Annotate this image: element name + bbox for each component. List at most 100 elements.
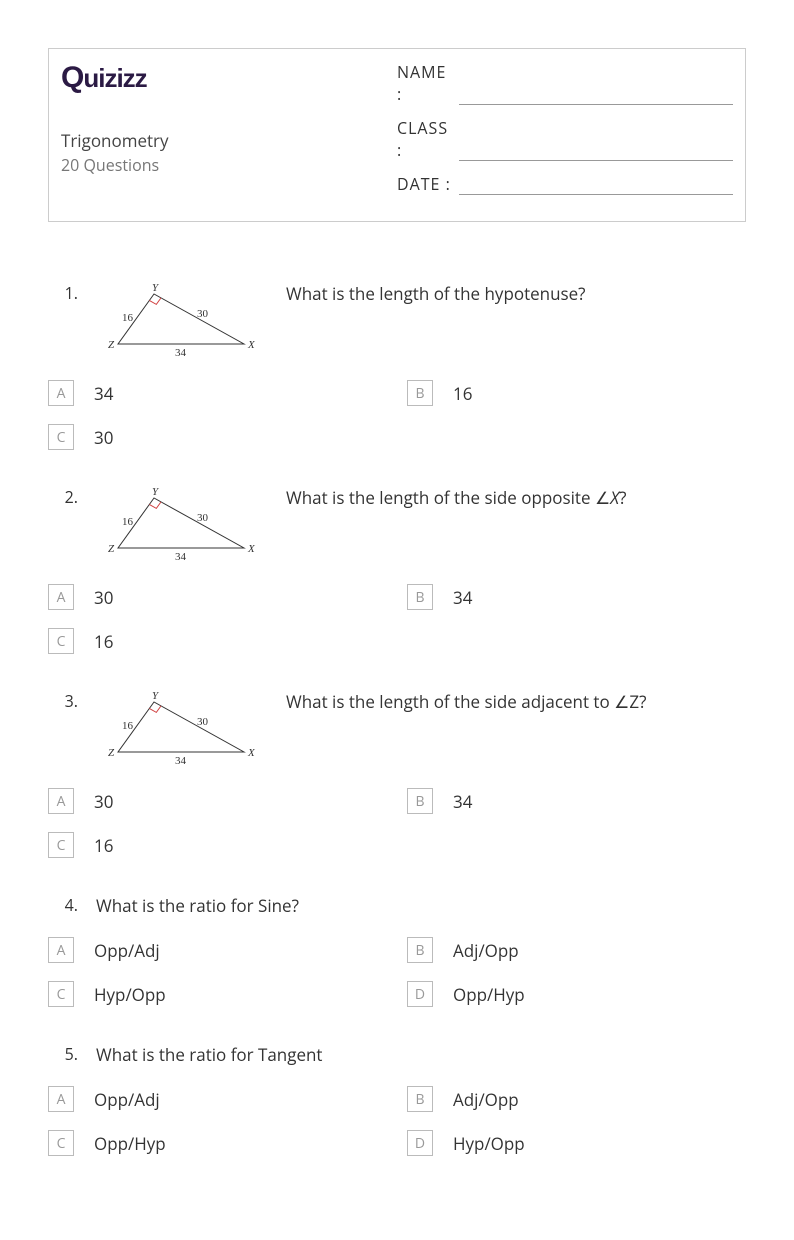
- answer-option[interactable]: B Adj/Opp: [407, 937, 746, 963]
- answer-option[interactable]: A 34: [48, 380, 387, 406]
- answer-letter: B: [407, 584, 433, 610]
- answer-option[interactable]: C Opp/Hyp: [48, 1130, 387, 1156]
- answer-option[interactable]: C 16: [48, 832, 387, 858]
- answer-option[interactable]: B 34: [407, 788, 746, 814]
- date-input-line[interactable]: [459, 175, 733, 195]
- question: 3. Y Z X 16 30 34 What is the length of …: [48, 690, 746, 858]
- answer-option[interactable]: A Opp/Adj: [48, 1086, 387, 1112]
- answers-grid: A Opp/Adj B Adj/Opp C Hyp/Opp D Opp/Hyp: [48, 937, 746, 1007]
- answer-text: 16: [94, 630, 113, 653]
- answer-text: Hyp/Opp: [453, 1132, 525, 1155]
- answer-text: Adj/Opp: [453, 1088, 519, 1111]
- svg-text:16: 16: [122, 516, 134, 528]
- answer-letter: C: [48, 1130, 74, 1156]
- answer-letter: D: [407, 1130, 433, 1156]
- question-text: What is the ratio for Sine?: [96, 894, 299, 917]
- answer-text: 30: [94, 426, 113, 449]
- question-number: 4.: [48, 894, 78, 916]
- answer-text: Adj/Opp: [453, 939, 519, 962]
- header-left: Quizizz Trigonometry 20 Questions: [61, 61, 397, 207]
- answer-letter: D: [407, 981, 433, 1007]
- worksheet-page: Quizizz Trigonometry 20 Questions NAME :…: [0, 0, 794, 1240]
- answer-option[interactable]: C 16: [48, 628, 387, 654]
- header-box: Quizizz Trigonometry 20 Questions NAME :…: [48, 48, 746, 222]
- class-input-line[interactable]: [459, 141, 733, 161]
- question-number: 5.: [48, 1043, 78, 1065]
- answer-text: 34: [94, 382, 113, 405]
- answer-option[interactable]: A 30: [48, 788, 387, 814]
- answer-option[interactable]: C Hyp/Opp: [48, 981, 387, 1007]
- answer-option[interactable]: A 30: [48, 584, 387, 610]
- quiz-subtitle: 20 Questions: [61, 154, 397, 176]
- question-row: 5. What is the ratio for Tangent: [48, 1043, 746, 1066]
- answer-letter: A: [48, 584, 74, 610]
- answer-option[interactable]: B 34: [407, 584, 746, 610]
- svg-text:Y: Y: [152, 486, 160, 498]
- svg-text:34: 34: [175, 755, 187, 767]
- question: 1. Y Z X 16 30 34 What is the length of …: [48, 282, 746, 450]
- answer-option[interactable]: D Opp/Hyp: [407, 981, 746, 1007]
- answer-text: 30: [94, 586, 113, 609]
- svg-text:16: 16: [122, 312, 134, 324]
- class-field-row: CLASS :: [397, 117, 733, 161]
- svg-text:Z: Z: [108, 747, 115, 759]
- question-figure: Y Z X 16 30 34: [96, 690, 266, 768]
- answer-letter: B: [407, 788, 433, 814]
- svg-text:X: X: [247, 747, 256, 759]
- answer-text: Hyp/Opp: [94, 983, 166, 1006]
- answer-option[interactable]: A Opp/Adj: [48, 937, 387, 963]
- name-input-line[interactable]: [459, 85, 733, 105]
- answer-letter: A: [48, 788, 74, 814]
- question-text: What is the length of the side opposite …: [286, 486, 746, 509]
- question-figure: Y Z X 16 30 34: [96, 486, 266, 564]
- quizizz-logo: Quizizz: [61, 61, 397, 95]
- question-text: What is the length of the side adjacent …: [286, 690, 746, 713]
- answer-letter: C: [48, 424, 74, 450]
- answer-letter: B: [407, 1086, 433, 1112]
- svg-text:Y: Y: [152, 282, 160, 294]
- svg-text:Y: Y: [152, 690, 160, 702]
- question-row: 2. Y Z X 16 30 34 What is the length of …: [48, 486, 746, 564]
- answer-text: Opp/Adj: [94, 939, 160, 962]
- answers-grid: A 30 B 34 C 16: [48, 788, 746, 858]
- questions-container: 1. Y Z X 16 30 34 What is the length of …: [48, 282, 746, 1156]
- answer-letter: C: [48, 628, 74, 654]
- question-text: What is the ratio for Tangent: [96, 1043, 323, 1066]
- answer-text: 34: [453, 790, 472, 813]
- answer-text: Opp/Hyp: [453, 983, 525, 1006]
- answer-letter: A: [48, 380, 74, 406]
- name-label: NAME :: [397, 61, 455, 105]
- date-label: DATE :: [397, 173, 455, 195]
- question-row: 3. Y Z X 16 30 34 What is the length of …: [48, 690, 746, 768]
- question-number: 1.: [48, 282, 78, 304]
- answers-grid: A 34 B 16 C 30: [48, 380, 746, 450]
- header-right: NAME : CLASS : DATE :: [397, 61, 733, 207]
- question-number: 3.: [48, 690, 78, 712]
- name-field-row: NAME :: [397, 61, 733, 105]
- svg-text:X: X: [247, 339, 256, 351]
- triangle-figure: Y Z X 16 30 34: [104, 486, 259, 564]
- svg-text:34: 34: [175, 347, 187, 359]
- answer-letter: C: [48, 832, 74, 858]
- question-figure: Y Z X 16 30 34: [96, 282, 266, 360]
- answer-option[interactable]: B Adj/Opp: [407, 1086, 746, 1112]
- question-text: What is the length of the hypotenuse?: [286, 282, 746, 305]
- svg-text:34: 34: [175, 551, 187, 563]
- answer-option[interactable]: C 30: [48, 424, 387, 450]
- answer-letter: C: [48, 981, 74, 1007]
- answers-grid: A Opp/Adj B Adj/Opp C Opp/Hyp D Hyp/Opp: [48, 1086, 746, 1156]
- class-label: CLASS :: [397, 117, 455, 161]
- question: 4. What is the ratio for Sine? A Opp/Adj…: [48, 894, 746, 1007]
- question-row: 1. Y Z X 16 30 34 What is the length of …: [48, 282, 746, 360]
- answer-text: Opp/Hyp: [94, 1132, 166, 1155]
- question: 2. Y Z X 16 30 34 What is the length of …: [48, 486, 746, 654]
- answers-grid: A 30 B 34 C 16: [48, 584, 746, 654]
- svg-text:30: 30: [197, 308, 209, 320]
- answer-text: 16: [94, 834, 113, 857]
- answer-option[interactable]: D Hyp/Opp: [407, 1130, 746, 1156]
- answer-option[interactable]: B 16: [407, 380, 746, 406]
- svg-text:Z: Z: [108, 339, 115, 351]
- question-number: 2.: [48, 486, 78, 508]
- question: 5. What is the ratio for Tangent A Opp/A…: [48, 1043, 746, 1156]
- svg-text:X: X: [247, 543, 256, 555]
